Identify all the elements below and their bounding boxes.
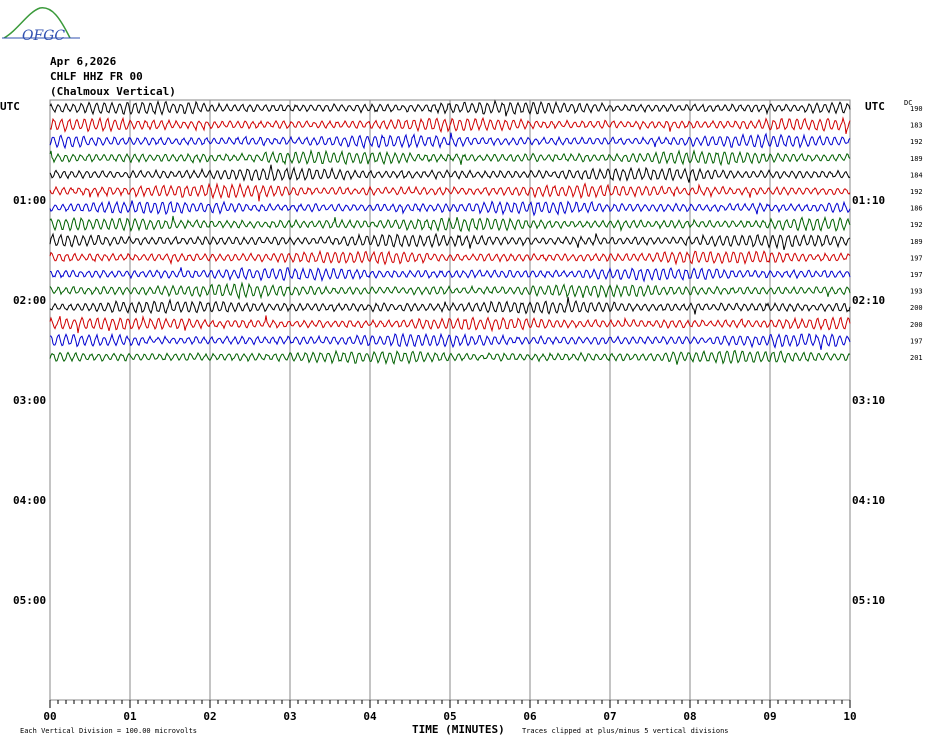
dc-offset-label: 200 [910,304,923,312]
x-tick-label: 08 [683,710,696,723]
left-hour-label: 02:00 [13,294,46,307]
seismic-trace [49,182,851,202]
x-tick-label: 10 [843,710,856,723]
dc-offset-label: 186 [910,205,923,213]
seismic-trace [49,332,851,350]
seismic-trace [49,148,851,167]
left-hour-label: 03:00 [13,394,46,407]
right-hour-label: 05:10 [852,594,885,607]
x-tick-label: 01 [123,710,137,723]
right-utc-label: UTC [865,100,885,113]
dc-offset-label: 197 [910,271,923,279]
dc-offset-label: 184 [910,171,923,179]
x-tick-label: 00 [43,710,56,723]
dc-offset-label: 197 [910,337,923,345]
left-utc-label: UTC [0,100,20,113]
dc-label: DC [904,99,912,107]
right-hour-label: 02:10 [852,294,885,307]
right-hour-label: 01:10 [852,194,885,207]
seismic-trace [49,164,851,183]
footer-left: Each Vertical Division = 100.00 microvol… [20,727,197,735]
seismic-trace [49,200,851,217]
dc-offset-label: 192 [910,188,923,196]
dc-offset-label: 197 [910,254,923,262]
right-hour-label: 03:10 [852,394,885,407]
date-label: Apr 6,2026 [50,55,117,68]
seismic-trace [49,232,851,251]
right-hour-label: 04:10 [852,494,885,507]
left-hour-label: 01:00 [13,194,46,207]
x-tick-label: 03 [283,710,296,723]
seismic-trace [49,349,851,366]
dc-offset-label: 201 [910,354,923,362]
seismic-trace [49,315,851,334]
logo-text: OFGC [22,28,65,44]
x-tick-label: 05 [443,710,456,723]
station-label: CHLF HHZ FR 00 [50,70,143,83]
dc-offset-label: 192 [910,138,923,146]
dc-offset-label: 183 [910,122,923,130]
dc-offset-label: 190 [910,105,923,113]
x-tick-label: 06 [523,710,537,723]
seismic-trace [50,266,851,283]
dc-offset-label: 193 [910,288,923,296]
x-tick-label: 07 [603,710,616,723]
dc-offset-label: 200 [910,321,923,329]
dc-offset-label: 192 [910,221,923,229]
x-tick-label: 09 [763,710,776,723]
footer-right: Traces clipped at plus/minus 5 vertical … [522,727,729,735]
location-label: (Chalmoux Vertical) [50,85,176,98]
seismic-trace [49,249,851,266]
dc-offset-label: 189 [910,155,923,163]
seismic-trace [49,215,851,233]
x-tick-label: 04 [363,710,377,723]
x-tick-label: 02 [203,710,216,723]
x-axis-title: TIME (MINUTES) [412,723,505,736]
dc-offset-label: 189 [910,238,923,246]
seismic-trace [49,132,851,150]
seismic-trace [49,116,851,135]
seismic-trace [49,296,851,315]
seismic-trace [49,99,851,117]
left-hour-label: 05:00 [13,594,46,607]
ofgc-logo: OFGC [2,7,80,44]
seismic-trace [49,281,851,300]
left-hour-label: 04:00 [13,494,46,507]
